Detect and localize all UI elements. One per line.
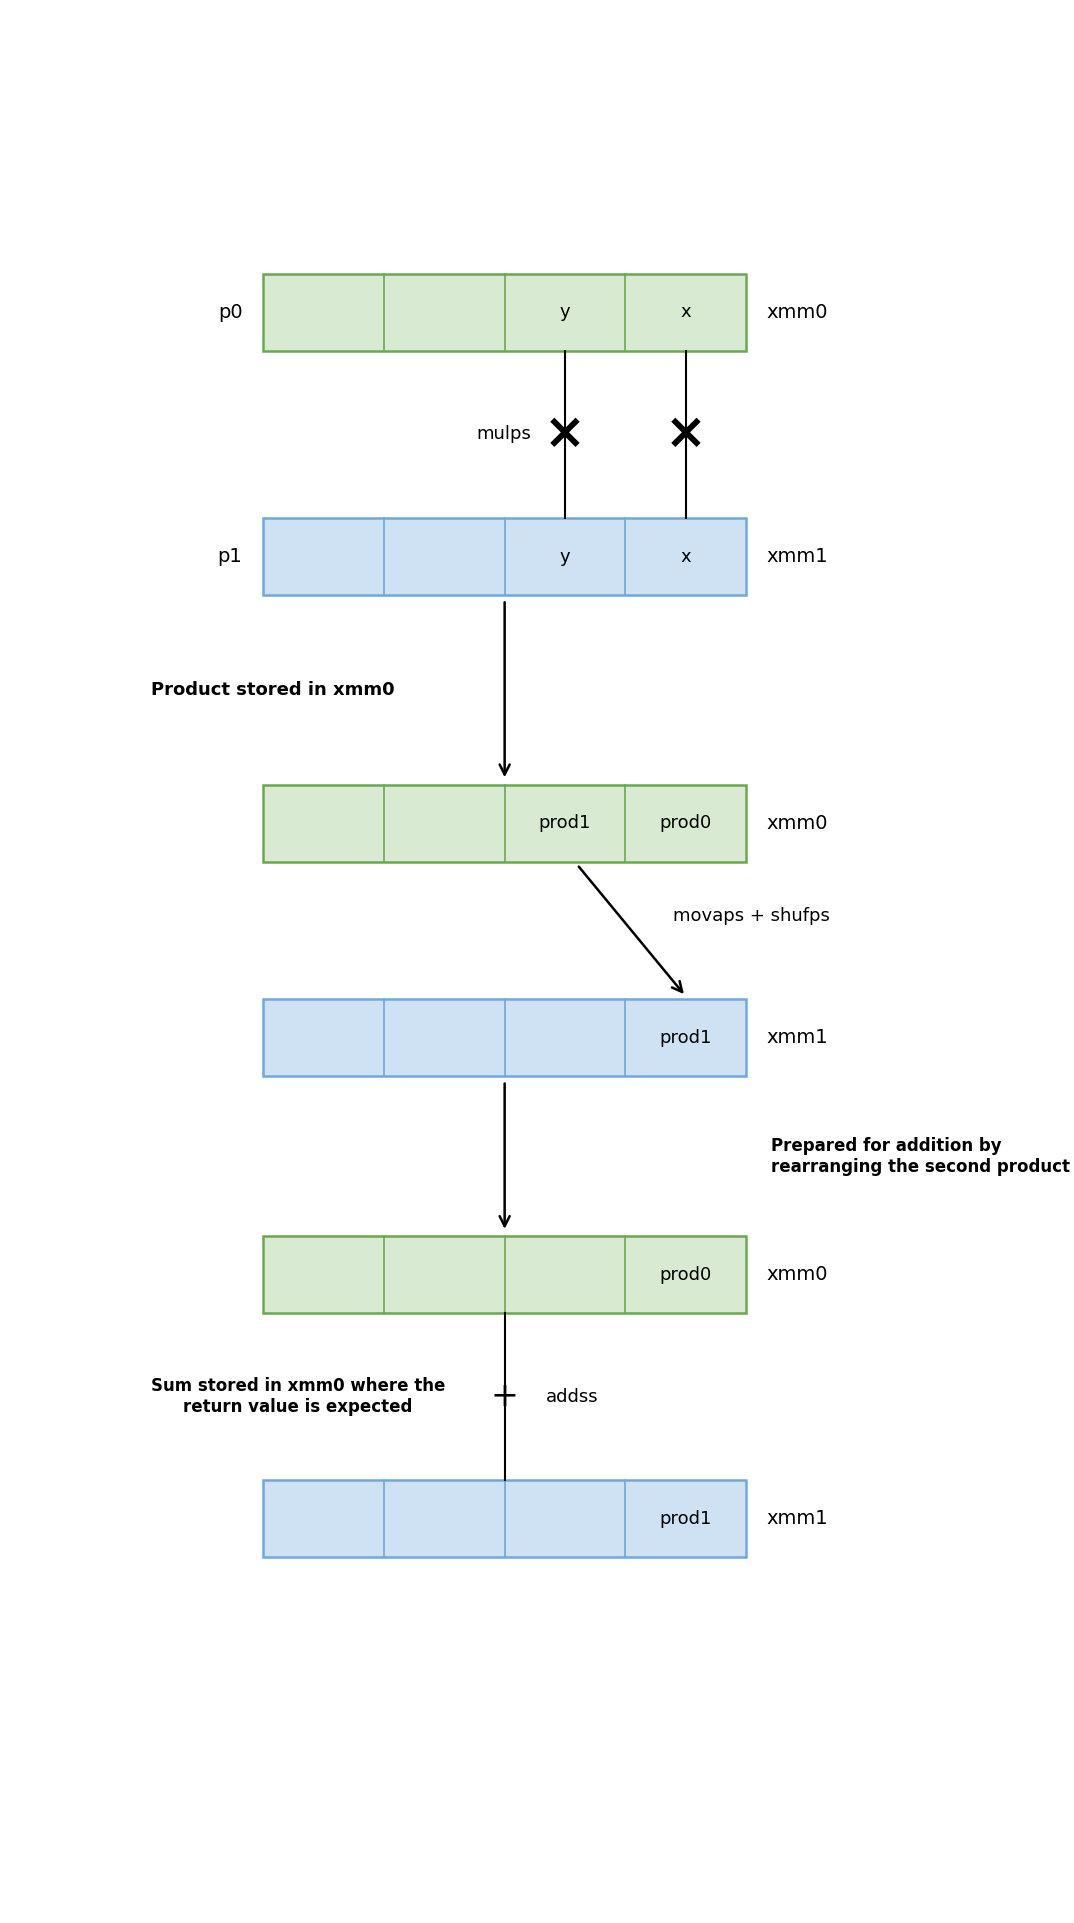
Text: Product stored in xmm0: Product stored in xmm0: [150, 681, 394, 698]
Text: xmm1: xmm1: [767, 1029, 828, 1048]
Text: prod1: prod1: [659, 1029, 712, 1046]
Text: prod0: prod0: [659, 1265, 712, 1285]
Text: xmm0: xmm0: [767, 1265, 828, 1285]
Text: mulps: mulps: [477, 425, 532, 444]
Text: movaps + shufps: movaps + shufps: [673, 906, 830, 925]
Text: y: y: [560, 304, 570, 321]
Text: prod1: prod1: [659, 1510, 712, 1529]
Text: xmm1: xmm1: [767, 1510, 828, 1529]
Bar: [263, 273, 746, 350]
Text: prod0: prod0: [659, 813, 712, 833]
Text: xmm1: xmm1: [767, 546, 828, 565]
Text: Prepared for addition by
rearranging the second product: Prepared for addition by rearranging the…: [771, 1136, 1070, 1175]
Text: ×: ×: [665, 410, 707, 458]
Bar: [263, 1481, 746, 1558]
Text: xmm0: xmm0: [767, 813, 828, 833]
Bar: [263, 1236, 746, 1313]
Text: p1: p1: [218, 546, 243, 565]
Text: prod1: prod1: [539, 813, 591, 833]
Text: ×: ×: [545, 410, 586, 458]
Bar: [263, 785, 746, 862]
Text: x: x: [680, 304, 691, 321]
Text: xmm0: xmm0: [767, 302, 828, 321]
Text: y: y: [560, 548, 570, 565]
Text: +: +: [491, 1381, 519, 1413]
Bar: [263, 1000, 746, 1077]
Text: addss: addss: [547, 1388, 599, 1406]
Text: Sum stored in xmm0 where the
return value is expected: Sum stored in xmm0 where the return valu…: [150, 1377, 446, 1415]
Text: x: x: [680, 548, 691, 565]
Bar: [263, 517, 746, 594]
Text: p0: p0: [218, 302, 243, 321]
